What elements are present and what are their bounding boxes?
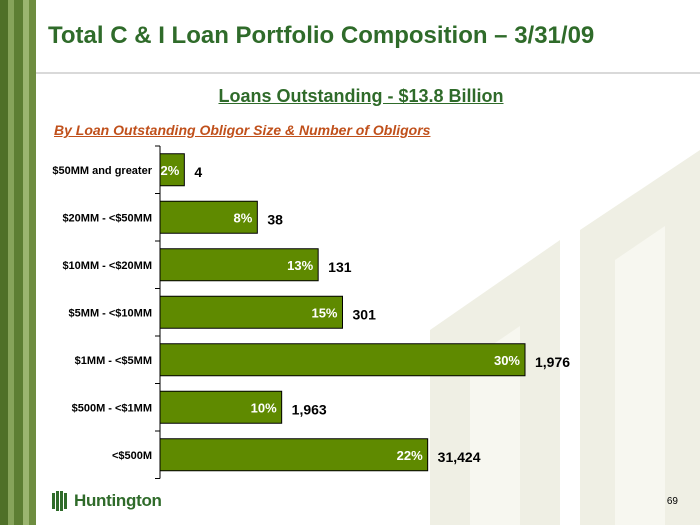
bar — [159, 343, 526, 377]
bar — [159, 295, 343, 329]
percent-label: 10% — [251, 400, 277, 415]
category-label: $1MM - <$5MM — [75, 355, 152, 367]
sidebar-stripe — [23, 0, 29, 525]
category-label: $500M - <$1MM — [72, 402, 152, 414]
obligor-count-label: 31,424 — [438, 449, 481, 465]
bar — [159, 438, 429, 472]
brand-logo: Huntington — [52, 490, 162, 512]
page-number: 69 — [666, 496, 678, 507]
bar — [159, 390, 283, 424]
chart-subtitle: Loans Outstanding - $13.8 Billion — [218, 86, 504, 106]
obligor-count-label: 131 — [328, 259, 352, 275]
percent-label: 22% — [397, 448, 423, 463]
percent-label: 13% — [287, 258, 313, 273]
sidebar-decoration — [0, 0, 36, 525]
sidebar-stripe — [8, 0, 14, 525]
slide-title: Total C & I Loan Portfolio Composition –… — [48, 22, 595, 49]
section-label: By Loan Outstanding Obligor Size & Numbe… — [54, 122, 431, 138]
title-divider — [36, 72, 700, 74]
sidebar-stripe — [0, 0, 8, 525]
percent-label: 15% — [311, 305, 337, 320]
sidebar-stripe — [29, 0, 36, 525]
category-label: $50MM and greater — [52, 165, 152, 177]
obligor-count-label: 1,963 — [292, 401, 327, 417]
percent-label: 30% — [494, 353, 520, 368]
percent-label: 8% — [234, 210, 253, 225]
category-label: $5MM - <$10MM — [69, 307, 152, 319]
obligor-count-label: 1,976 — [535, 354, 570, 370]
logo-text: Huntington — [74, 491, 162, 510]
percent-label: 2% — [161, 163, 180, 178]
bar — [159, 200, 258, 234]
category-label: $20MM - <$50MM — [62, 212, 152, 224]
obligor-count-label: 4 — [194, 164, 202, 180]
obligor-count-label: 38 — [267, 211, 283, 227]
logo-icon — [52, 491, 67, 511]
category-label: $10MM - <$20MM — [62, 260, 152, 272]
obligor-count-label: 301 — [353, 306, 377, 322]
category-label: <$500M — [112, 450, 152, 462]
sidebar-stripe — [14, 0, 23, 525]
